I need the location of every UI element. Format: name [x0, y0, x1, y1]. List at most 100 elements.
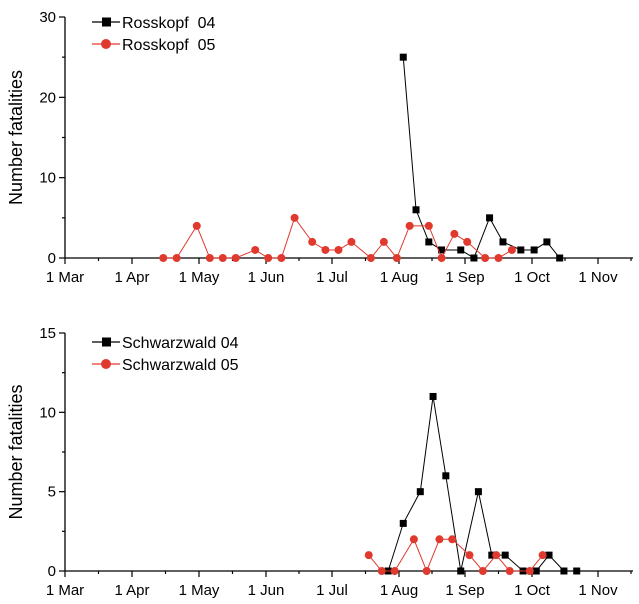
x-tick-label: 1 Oct: [514, 269, 551, 286]
legend-marker-circle: [101, 359, 111, 369]
rosskopf-panel: 0 10 20 30 1 Mar 1 Apr 1 May 1 Jun 1 Jul 1 Aug 1 S…: [6, 9, 633, 286]
data-point-square: [412, 206, 420, 214]
data-point-circle: [251, 245, 260, 254]
x-tick-label: 1 Nov: [578, 582, 618, 599]
data-point-circle: [422, 567, 431, 575]
data-point-circle: [463, 237, 472, 246]
data-point-circle: [218, 254, 227, 262]
legend-label: Schwarzwald 04: [122, 335, 239, 352]
x-tick-label: 1 Mar: [46, 269, 84, 286]
schwarzwald-panel: 0 5 10 15 1 Mar 1 Apr 1 May 1 Jun 1 Jul 1 Aug 1 Se…: [6, 325, 633, 599]
data-point-circle: [379, 237, 388, 246]
x-tick-label: 1 Nov: [578, 269, 618, 286]
data-point-square: [517, 246, 525, 254]
data-point-circle: [377, 567, 386, 575]
x-tick-label: 1 May: [179, 269, 220, 286]
legend-marker-square: [102, 17, 111, 27]
data-point-circle: [321, 245, 330, 254]
x-tick-label: 1 Apr: [114, 269, 149, 286]
data-point-circle: [435, 535, 444, 544]
data-point-square: [573, 567, 581, 575]
data-point-square: [532, 567, 540, 575]
x-tick-label: 1 May: [179, 582, 220, 599]
data-point-square: [488, 551, 496, 559]
data-point-circle: [172, 254, 181, 262]
y-tick-label: 10: [39, 170, 56, 187]
data-point-square: [457, 567, 465, 575]
data-point-square: [474, 488, 482, 496]
data-point-circle: [450, 229, 459, 238]
data-point-circle: [264, 254, 273, 262]
data-point-circle: [334, 245, 343, 254]
data-point-square: [545, 551, 553, 559]
data-point-circle: [409, 535, 418, 544]
legend-label: Rosskopf 04: [122, 15, 215, 32]
data-point-square: [486, 214, 494, 222]
y-tick-label: 0: [48, 250, 56, 267]
data-point-square: [501, 551, 509, 559]
x-tick-label: 1 Aug: [380, 269, 418, 286]
data-point-circle: [277, 254, 286, 262]
y-tick-label: 5: [48, 484, 56, 501]
data-point-circle: [192, 221, 201, 230]
data-point-circle: [231, 254, 240, 262]
data-point-square: [438, 246, 446, 254]
x-tick-label: 1 Jul: [316, 582, 348, 599]
legend-label: Rosskopf 05: [122, 37, 215, 54]
data-point-circle: [405, 221, 414, 230]
data-point-circle: [465, 551, 474, 560]
data-point-circle: [366, 254, 375, 262]
data-point-circle: [478, 567, 487, 575]
y-tick-label: 20: [39, 89, 56, 106]
x-tick-label: 1 Jul: [316, 269, 348, 286]
data-point-square: [543, 238, 551, 246]
legend-marker-square: [102, 337, 111, 347]
data-point-circle: [290, 213, 299, 222]
data-point-square: [399, 519, 407, 527]
y-tick-label: 10: [39, 404, 56, 421]
data-point-square: [499, 238, 507, 246]
x-tick-label: 1 Jun: [248, 269, 285, 286]
x-tick-label: 1 Mar: [46, 582, 84, 599]
x-tick-label: 1 Sep: [445, 269, 484, 286]
data-point-circle: [505, 567, 514, 575]
data-point-square: [425, 238, 433, 246]
data-point-circle: [494, 254, 503, 262]
data-point-circle: [390, 567, 399, 575]
y-tick-label: 30: [39, 9, 56, 26]
y-tick-label: 15: [39, 325, 56, 342]
data-point-circle: [492, 551, 501, 560]
x-tick-label: 1 Jun: [248, 582, 285, 599]
series-line: [368, 538, 544, 573]
data-point-circle: [424, 221, 433, 230]
data-point-circle: [538, 551, 547, 560]
x-tick-label: 1 Oct: [514, 582, 551, 599]
data-point-circle: [481, 254, 490, 262]
data-point-square: [429, 392, 437, 400]
data-point-circle: [205, 254, 214, 262]
data-point-square: [556, 254, 564, 262]
data-point-circle: [347, 237, 356, 246]
data-point-circle: [448, 535, 457, 544]
legend-marker-circle: [101, 39, 111, 49]
data-point-circle: [364, 551, 373, 560]
data-point-square: [560, 567, 568, 575]
data-point-circle: [392, 254, 401, 262]
x-tick-label: 1 Aug: [380, 582, 418, 599]
data-point-square: [442, 472, 450, 480]
data-point-circle: [525, 567, 534, 575]
data-point-circle: [437, 254, 446, 262]
data-point-circle: [159, 254, 168, 262]
data-point-circle: [507, 245, 516, 254]
y-tick-label: 0: [48, 563, 56, 580]
data-point-square: [399, 53, 407, 61]
data-point-square: [530, 246, 538, 254]
data-point-square: [416, 488, 424, 496]
data-point-square: [457, 246, 465, 254]
y-axis-title: Number fatalities: [6, 70, 26, 205]
data-point-circle: [308, 237, 317, 246]
data-point-square: [470, 254, 478, 262]
x-tick-label: 1 Apr: [114, 582, 149, 599]
x-tick-label: 1 Sep: [445, 582, 484, 599]
